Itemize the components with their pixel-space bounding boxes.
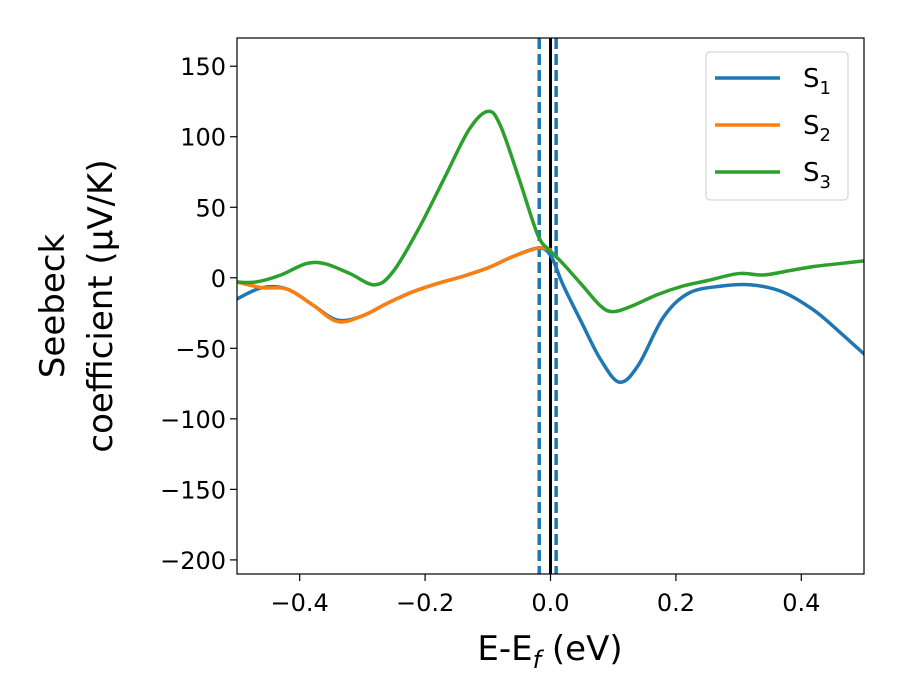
- x-tick-label: 0.0: [531, 589, 569, 617]
- vertical-reference-lines: [537, 38, 558, 574]
- y-axis-label-line2: coefficient (μV/K): [81, 159, 121, 452]
- x-axis-ticks: −0.4 −0.2 0.0 0.2 0.4: [271, 574, 820, 617]
- y-tick-label: 100: [180, 124, 226, 152]
- series-line-s2: [237, 246, 553, 324]
- legend-label-s2: S2: [803, 111, 831, 146]
- legend-entries: S1 S2 S3: [715, 64, 831, 193]
- x-tick-label: 0.4: [782, 589, 820, 617]
- y-axis-ticks: 150 100 50 0 −50 −100 −150 −200: [160, 53, 237, 575]
- x-axis-label-tail: (eV): [541, 629, 623, 669]
- series-line-s3: [237, 109, 864, 314]
- x-tick-label: −0.4: [271, 589, 329, 617]
- plot-frame: [236, 37, 865, 575]
- y-tick-label: −150: [160, 476, 226, 504]
- legend-label-s3: S3: [803, 158, 831, 193]
- y-axis-label: Seebeck coefficient (μV/K): [33, 159, 121, 452]
- y-axis-label-line1: Seebeck: [33, 234, 73, 379]
- y-tick-label: −100: [160, 406, 226, 434]
- legend: S1 S2 S3: [705, 51, 849, 201]
- y-tick-label: 50: [195, 194, 226, 222]
- y-tick-label: 150: [180, 53, 226, 81]
- y-tick-label: −50: [175, 335, 226, 363]
- y-tick-label: −200: [160, 547, 226, 575]
- x-axis-label-main: E-E: [477, 629, 532, 669]
- series-lines: [237, 109, 864, 384]
- x-tick-label: 0.2: [657, 589, 695, 617]
- legend-label-s1: S1: [803, 64, 831, 99]
- x-tick-label: −0.2: [396, 589, 454, 617]
- y-tick-label: 0: [211, 265, 226, 293]
- x-axis-label: E-Ef (eV): [477, 629, 622, 674]
